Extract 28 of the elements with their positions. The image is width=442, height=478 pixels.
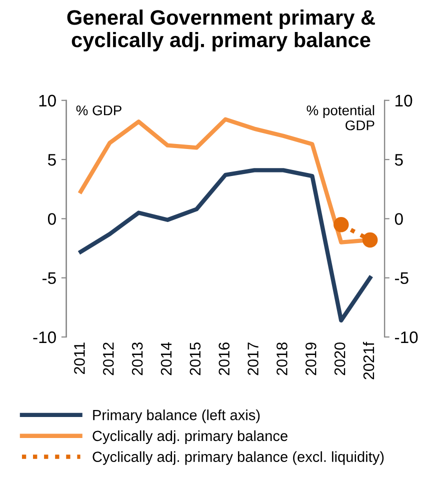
y-axis-title: % GDP	[76, 105, 122, 116]
x-tick-label: 2013	[132, 342, 143, 376]
x-tick-label: 2012	[102, 342, 114, 376]
y2-tick-label: 5	[394, 154, 403, 166]
legend-label: Primary balance (left axis)	[93, 410, 260, 424]
y-tick-label: -5	[42, 272, 56, 284]
y2-tick-label: 10	[396, 94, 412, 107]
x-tick-label: 2020	[334, 342, 346, 376]
x-tick-label: 2016	[218, 342, 230, 376]
x-tick-label: 2019	[305, 342, 316, 376]
legend-label: Cyclically adj. primary balance	[92, 430, 288, 444]
y-tick-label: 10	[39, 94, 56, 107]
y2-tick-label: 0	[394, 213, 403, 225]
x-tick-label: 2011	[74, 342, 85, 374]
x-tick-label: 2017	[248, 342, 258, 376]
y2-tick-label: -5	[395, 272, 408, 284]
legend-label: Cyclically adj. primary balance (excl. liquidity)	[92, 451, 384, 465]
y-tick-label: 5	[48, 154, 56, 166]
x-tick-label: 2014	[160, 342, 172, 376]
chart-title: General Government primary & cyclically adj. primary balance	[67, 10, 375, 52]
y-tick-label: -10	[33, 331, 56, 344]
y2-tick-label: -10	[395, 331, 418, 344]
line-series	[78, 168, 372, 323]
x-tick-label: 2015	[190, 342, 201, 376]
x-tick-label: 2018	[276, 342, 288, 376]
y2-axis-title: % potential GDP	[306, 105, 374, 130]
y-tick-label: 0	[48, 213, 56, 225]
x-tick-label: 2021f	[362, 342, 374, 380]
